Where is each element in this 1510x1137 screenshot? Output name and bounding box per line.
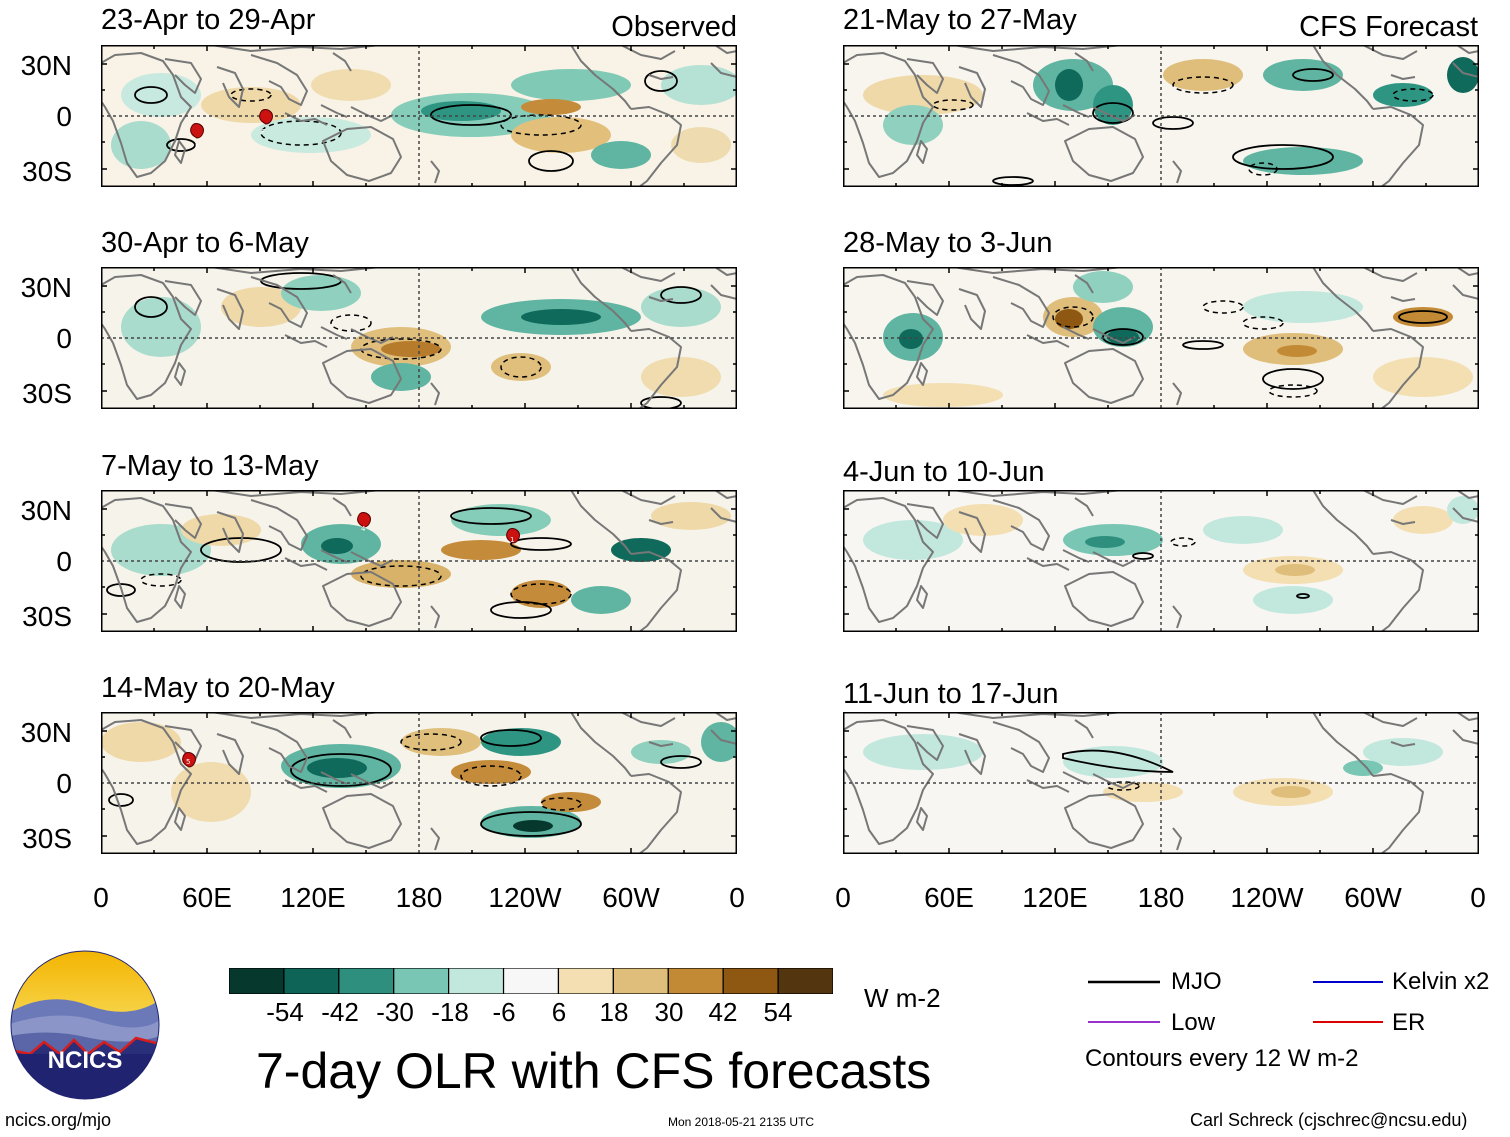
figure-title: 7-day OLR with CFS forecasts (256, 1043, 932, 1099)
storm-marker-layer: F F 4 1 5 (182, 109, 520, 768)
colorbar-label: 30 (654, 997, 684, 1027)
storm-marker-2: F (259, 109, 273, 136)
lat-label-30s: 30S (22, 156, 72, 187)
lon-label-0: 0 (835, 882, 851, 913)
footer-timestamp: Mon 2018-05-21 2135 UTC (668, 1115, 815, 1129)
lat-label-0: 0 (56, 323, 72, 354)
legend-lines (1088, 980, 1383, 1023)
colorbar-label: 6 (551, 997, 567, 1027)
lon-label-120w: 120W (488, 882, 562, 913)
lon-label-0: 0 (729, 882, 745, 913)
legend-label-low: Low (1171, 1009, 1216, 1036)
legend-label-er: ER (1392, 1009, 1426, 1036)
lon-label-180: 180 (1137, 882, 1185, 913)
olr-map-panel-8 (843, 712, 1479, 854)
lat-label-0: 0 (56, 546, 72, 577)
colorbar-swatch (448, 968, 505, 994)
svg-text:4: 4 (361, 525, 366, 533)
footer-url[interactable]: ncics.org/mjo (5, 1110, 112, 1130)
lat-label-30n: 30N (20, 717, 72, 748)
colorbar-label: 54 (763, 997, 793, 1027)
lat-label-0: 0 (56, 768, 72, 799)
colorbar-swatch (393, 968, 450, 994)
colorbar-label: -18 (431, 997, 469, 1027)
colorbar-swatch (722, 968, 779, 994)
lon-label-0: 0 (93, 882, 109, 913)
colorbar-label: -42 (321, 997, 359, 1027)
colorbar-units: W m-2 (864, 983, 941, 1013)
lon-label-60e: 60E (182, 882, 232, 913)
colorbar-swatch (777, 968, 833, 994)
lat-label-0: 0 (56, 101, 72, 132)
colorbar-label: 42 (708, 997, 738, 1027)
lat-label-30n: 30N (20, 272, 72, 303)
svg-text:F: F (195, 143, 199, 151)
lon-label-180: 180 (395, 882, 443, 913)
panel-title-4: 14-May to 20-May (101, 672, 335, 704)
lat-label-30n: 30N (20, 50, 72, 81)
colorbar-swatch (283, 968, 340, 994)
lon-label-60e: 60E (924, 882, 974, 913)
ncics-logo-text: NCICS (48, 1047, 123, 1074)
lat-label-30n: 30N (20, 495, 72, 526)
storm-marker-5: 5 (182, 752, 196, 768)
panel-title-7: 4-Jun to 10-Jun (843, 456, 1045, 488)
panel-title-1: 23-Apr to 29-Apr (101, 4, 316, 36)
svg-text:1: 1 (510, 536, 514, 544)
lon-label-120e: 120E (280, 882, 346, 913)
storm-marker-3: 4 (357, 512, 371, 533)
panel-tag-forecast: CFS Forecast (1299, 11, 1478, 43)
colorbar-label: -30 (376, 997, 414, 1027)
colorbar-swatch (667, 968, 724, 994)
colorbar-label: -54 (266, 997, 304, 1027)
colorbar (229, 968, 833, 994)
lon-label-0: 0 (1470, 882, 1486, 913)
lat-label-30s: 30S (22, 823, 72, 854)
panel-title-8: 11-Jun to 17-Jun (843, 678, 1059, 710)
panel-title-3: 7-May to 13-May (101, 450, 319, 482)
olr-map-panel-5 (843, 45, 1479, 187)
lon-label-120w: 120W (1230, 882, 1304, 913)
panel-title-6: 28-May to 3-Jun (843, 227, 1053, 259)
svg-text:F: F (261, 128, 265, 136)
lon-label-60w: 60W (602, 882, 660, 913)
olr-map-panel-7 (843, 490, 1479, 632)
footer-credit: Carl Schreck (cjschrec@ncsu.edu) (1190, 1110, 1468, 1130)
lat-label-30s: 30S (22, 378, 72, 409)
panel-title-5: 21-May to 27-May (843, 4, 1077, 36)
olr-map-panel-6 (843, 267, 1479, 409)
storm-marker-4: 1 (506, 528, 520, 544)
colorbar-swatch (502, 968, 560, 994)
legend-label-mjo: MJO (1171, 968, 1222, 995)
colorbar-swatch (557, 968, 614, 994)
colorbar-label: -6 (492, 997, 516, 1027)
lat-label-30s: 30S (22, 601, 72, 632)
colorbar-swatch (338, 968, 395, 994)
colorbar-swatch (612, 968, 669, 994)
svg-text:5: 5 (186, 758, 190, 766)
legend-label-kelvin: Kelvin x2 (1392, 968, 1490, 995)
ncics-logo: NCICS (10, 950, 160, 1100)
lon-label-120e: 120E (1022, 882, 1088, 913)
legend-contour-note: Contours every 12 W m-2 (1085, 1045, 1359, 1072)
storm-marker-1: F (190, 123, 204, 151)
panel-tag-observed: Observed (611, 11, 737, 43)
panel-title-2: 30-Apr to 6-May (101, 227, 309, 259)
colorbar-label: 18 (599, 997, 629, 1027)
colorbar-swatch (229, 968, 285, 994)
lon-label-60w: 60W (1344, 882, 1402, 913)
